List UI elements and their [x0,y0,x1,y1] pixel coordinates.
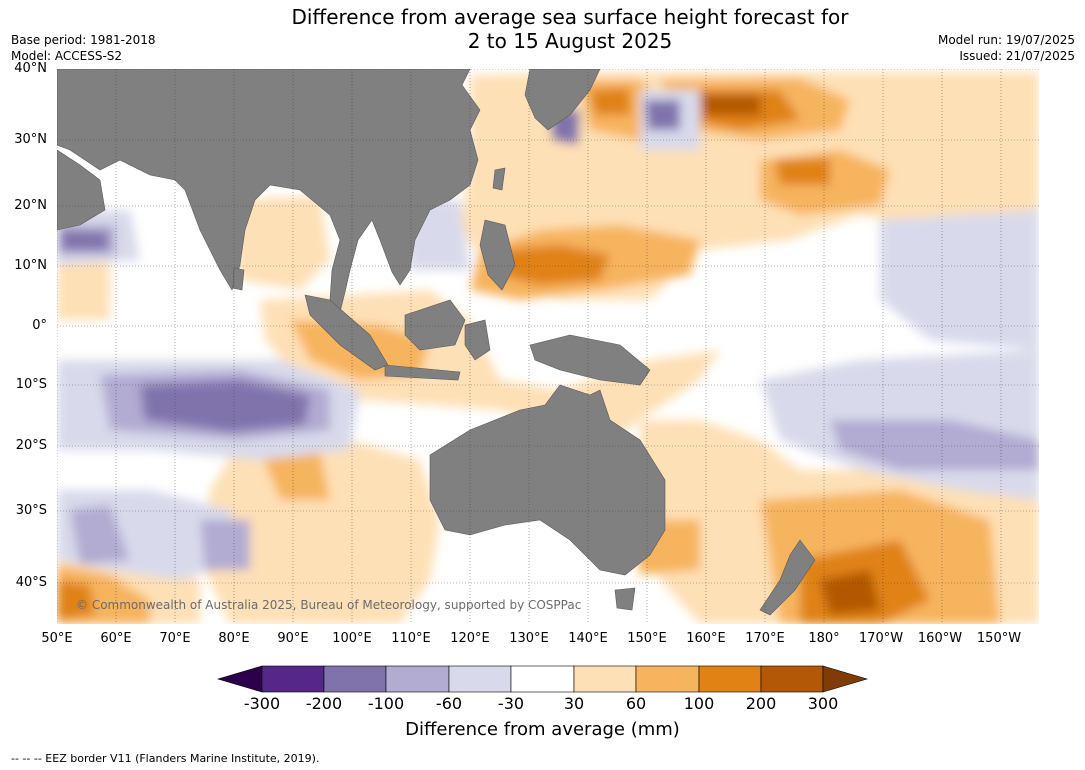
positive-anomaly-zone [200,440,440,624]
colorbar-tick: -60 [435,694,463,713]
colorbar-tick: 100 [683,694,715,713]
lon-label: 170°W [858,631,904,646]
eez-footnote: -- -- -- EEZ border V11 (Flanders Marine… [11,752,320,765]
lat-label: 20°N [14,198,47,213]
model-name: Model: ACCESS-S2 [11,49,123,63]
land-masses [57,69,816,616]
lon-label: 170°E [745,631,785,646]
left-metadata: Base period: 1981-2018 Model: ACCESS-S2 [11,32,156,64]
colorbar-bin [698,665,762,693]
lon-label: 130°E [509,631,549,646]
lon-label: 70°E [159,631,191,646]
lon-label: 180° [808,631,840,646]
lon-label: 140°E [568,631,608,646]
negative-anomaly-strong [645,100,680,130]
lon-label: 110°E [391,631,431,646]
colorbar-tick: -300 [243,694,281,713]
colorbar-bin [385,665,450,693]
title-line-1: Difference from average sea surface heig… [291,5,849,29]
lat-label: 40°S [15,575,47,590]
sumatra [304,294,389,371]
negative-anomaly-core [200,520,250,570]
lat-label: 10°S [15,377,47,392]
positive-anomaly-zone [260,450,330,500]
negative-anomaly-zone [880,210,1039,350]
lat-label: 20°S [15,438,47,453]
philippines [479,219,516,291]
negative-anomaly-core [830,420,1039,470]
tasmania [614,587,636,611]
lon-label: 100°E [332,631,372,646]
colorbar-bin [573,665,637,693]
positive-anomaly-core [775,158,830,185]
colorbar-bin [760,665,824,693]
colorbar-tick: 30 [563,694,585,713]
colorbar [216,665,869,693]
lat-label: 30°N [14,132,47,147]
positive-anomaly-core [57,580,95,620]
australia [429,384,666,576]
lat-label: 0° [32,318,47,333]
colorbar-bin [261,665,325,693]
chart-title: Difference from average sea surface heig… [0,5,1085,53]
positive-anomaly-core [700,95,760,115]
japan-korea [524,69,601,131]
lon-label: 150°E [627,631,667,646]
borneo [404,299,466,351]
positive-anomaly-core [820,570,880,615]
taiwan-island [492,167,506,191]
sulawesi [464,319,491,361]
model-run: Model run: 19/07/2025 [937,33,1075,47]
java [384,364,461,381]
lon-label: 120°E [450,631,490,646]
lat-label: 10°N [14,258,47,273]
colorbar-tick: -30 [497,694,525,713]
lon-label: 50°E [41,631,73,646]
colorbar-tick: -100 [367,694,405,713]
copyright-notice: © Commonwealth of Australia 2025, Bureau… [76,598,582,612]
issued-date: Issued: 21/07/2025 [959,49,1075,63]
lon-label: 160°E [686,631,726,646]
anomaly-contours [57,72,1039,624]
arabian-peninsula [57,149,106,231]
lon-label: 150°W [976,631,1022,646]
positive-anomaly-core [500,245,610,285]
base-period: Base period: 1981-2018 [11,33,156,47]
lon-label: 90°E [277,631,309,646]
lon-label: 60°E [100,631,132,646]
lat-label: 40°N [14,61,47,76]
colorbar-title: Difference from average (mm) [405,719,680,740]
colorbar-tick: 60 [625,694,647,713]
colorbar-underflow-arrow [216,665,263,693]
negative-anomaly-strong [140,380,310,432]
colorbar-overflow-arrow [822,665,869,693]
colorbar-bin [448,665,512,693]
colorbar-tick: 200 [745,694,777,713]
colorbar-bin [323,665,387,693]
lon-label: 80°E [218,631,250,646]
title-line-2: 2 to 15 August 2025 [467,29,673,53]
lat-label: 30°S [15,503,47,518]
positive-anomaly-core [590,88,630,115]
lon-label: 160°W [917,631,963,646]
colorbar-bin [635,665,700,693]
right-metadata: Model run: 19/07/2025 Issued: 21/07/2025 [938,32,1075,64]
colorbar-bin [510,665,575,693]
graticule [57,69,1039,624]
colorbar-tick: -200 [305,694,343,713]
asia-landmass [57,69,481,313]
sri-lanka [232,267,245,291]
colorbar-tick: 300 [807,694,839,713]
negative-anomaly-core [70,505,130,565]
positive-anomaly-zone [57,250,110,320]
negative-anomaly-strong [62,230,108,250]
